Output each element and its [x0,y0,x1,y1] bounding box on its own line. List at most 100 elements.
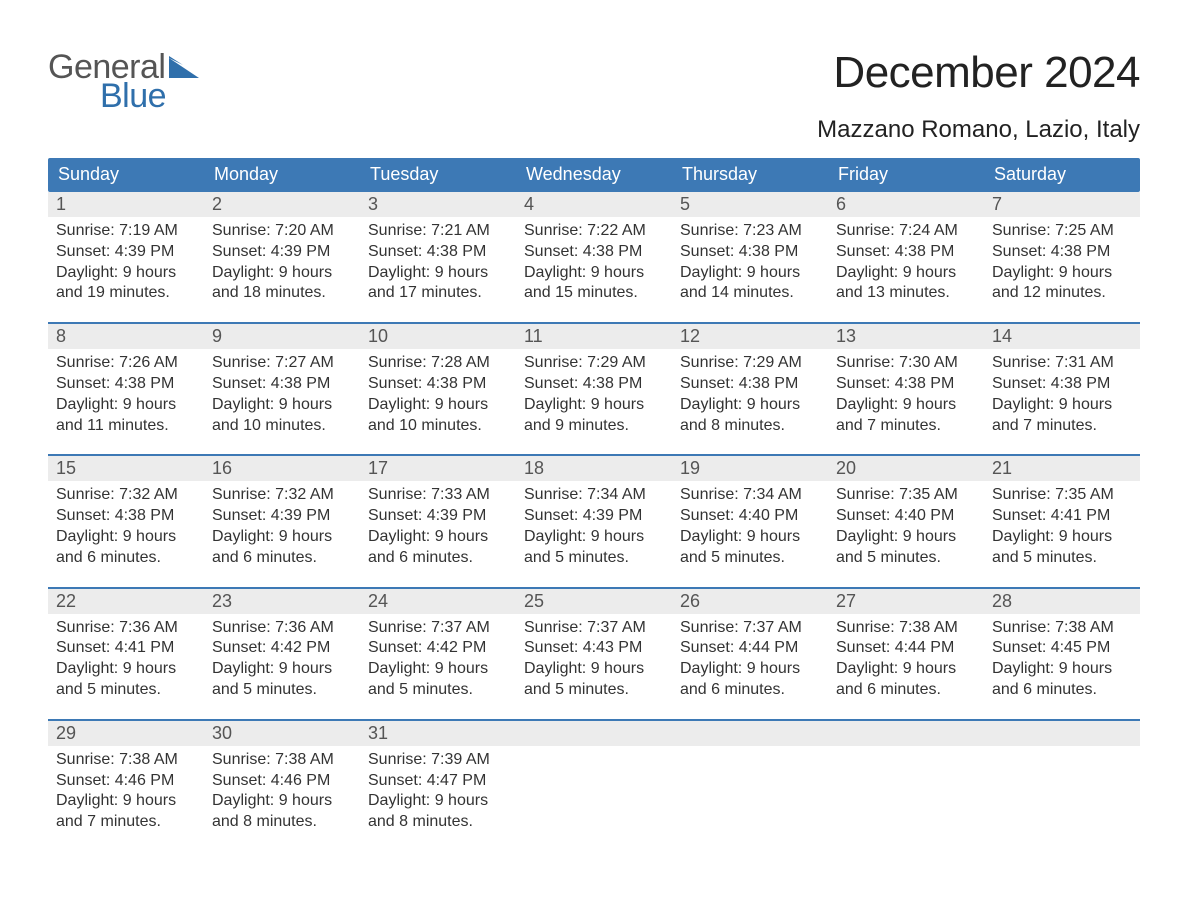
sunset-line-label: Sunset: [212,639,271,656]
daylight-line: Daylight: 9 hours and 5 minutes. [680,527,820,569]
sunset-line: Sunset: 4:44 PM [836,638,976,659]
daylight-line-label: Daylight: [212,264,279,281]
sunrise-line: Sunrise: 7:19 AM [56,221,196,242]
sunrise-line-value: 7:26 AM [119,354,178,371]
sunrise-line-value: 7:38 AM [1055,619,1114,636]
daylight-line: Daylight: 9 hours and 13 minutes. [836,263,976,305]
calendar-day-cell: 9Sunrise: 7:27 AMSunset: 4:38 PMDaylight… [204,324,360,444]
sunset-line-value: 4:38 PM [739,375,799,392]
sunrise-line: Sunrise: 7:39 AM [368,750,508,771]
day-number: 12 [672,324,828,349]
sunset-line: Sunset: 4:38 PM [992,374,1132,395]
daylight-line: Daylight: 9 hours and 6 minutes. [992,659,1132,701]
daylight-line-label: Daylight: [368,264,435,281]
sunrise-line-label: Sunrise: [212,486,275,503]
sunset-line: Sunset: 4:38 PM [524,242,664,263]
day-number: 4 [516,192,672,217]
sunset-line-value: 4:46 PM [115,772,175,789]
sunset-line: Sunset: 4:46 PM [212,771,352,792]
daylight-line-label: Daylight: [56,792,123,809]
daylight-line-label: Daylight: [680,660,747,677]
daylight-line-label: Daylight: [524,528,591,545]
sunrise-line-label: Sunrise: [212,222,275,239]
sunset-line: Sunset: 4:39 PM [56,242,196,263]
calendar-day-cell: 25Sunrise: 7:37 AMSunset: 4:43 PMDayligh… [516,589,672,709]
day-number: 10 [360,324,516,349]
sunrise-line-label: Sunrise: [212,619,275,636]
day-number: 31 [360,721,516,746]
daylight-line: Daylight: 9 hours and 6 minutes. [212,527,352,569]
sunset-line-value: 4:40 PM [739,507,799,524]
day-number [984,721,1140,746]
daylight-line: Daylight: 9 hours and 8 minutes. [368,791,508,833]
sunrise-line-label: Sunrise: [56,751,119,768]
sunset-line-value: 4:39 PM [583,507,643,524]
calendar-day-cell: 15Sunrise: 7:32 AMSunset: 4:38 PMDayligh… [48,456,204,576]
sunset-line: Sunset: 4:42 PM [368,638,508,659]
daylight-line: Daylight: 9 hours and 10 minutes. [368,395,508,437]
sunrise-line-label: Sunrise: [368,354,431,371]
daylight-line-label: Daylight: [368,792,435,809]
calendar-day-cell: 29Sunrise: 7:38 AMSunset: 4:46 PMDayligh… [48,721,204,841]
sunrise-line: Sunrise: 7:26 AM [56,353,196,374]
sunset-line-value: 4:38 PM [115,375,175,392]
sunset-line: Sunset: 4:38 PM [524,374,664,395]
sunrise-line-value: 7:30 AM [899,354,958,371]
day-body: Sunrise: 7:21 AMSunset: 4:38 PMDaylight:… [360,217,516,312]
daylight-line: Daylight: 9 hours and 12 minutes. [992,263,1132,305]
weekday-header-row: SundayMondayTuesdayWednesdayThursdayFrid… [48,158,1140,192]
sunset-line: Sunset: 4:38 PM [212,374,352,395]
sunrise-line: Sunrise: 7:38 AM [836,618,976,639]
month-title: December 2024 [817,48,1140,98]
day-body: Sunrise: 7:20 AMSunset: 4:39 PMDaylight:… [204,217,360,312]
sunrise-line-value: 7:21 AM [431,222,490,239]
sunset-line-value: 4:44 PM [895,639,955,656]
sunrise-line-label: Sunrise: [368,751,431,768]
daylight-line: Daylight: 9 hours and 18 minutes. [212,263,352,305]
calendar-day-cell: 14Sunrise: 7:31 AMSunset: 4:38 PMDayligh… [984,324,1140,444]
sunset-line-label: Sunset: [56,507,115,524]
sunrise-line-value: 7:32 AM [119,486,178,503]
sunrise-line-value: 7:29 AM [587,354,646,371]
day-body: Sunrise: 7:19 AMSunset: 4:39 PMDaylight:… [48,217,204,312]
daylight-line-label: Daylight: [680,396,747,413]
daylight-line-label: Daylight: [56,528,123,545]
sunset-line: Sunset: 4:44 PM [680,638,820,659]
calendar-day-cell: 20Sunrise: 7:35 AMSunset: 4:40 PMDayligh… [828,456,984,576]
sunset-line-value: 4:42 PM [271,639,331,656]
sunset-line-label: Sunset: [56,243,115,260]
sunrise-line-value: 7:38 AM [275,751,334,768]
sunset-line-value: 4:38 PM [115,507,175,524]
logo-text-blue: Blue [100,77,199,116]
day-number: 6 [828,192,984,217]
sunrise-line: Sunrise: 7:29 AM [680,353,820,374]
sunrise-line-label: Sunrise: [992,486,1055,503]
sunrise-line-value: 7:37 AM [743,619,802,636]
sunrise-line-value: 7:34 AM [743,486,802,503]
calendar-day-cell: 6Sunrise: 7:24 AMSunset: 4:38 PMDaylight… [828,192,984,312]
sunrise-line: Sunrise: 7:33 AM [368,485,508,506]
sunset-line-value: 4:41 PM [115,639,175,656]
day-body: Sunrise: 7:29 AMSunset: 4:38 PM Daylight:… [672,349,828,444]
sunrise-line-label: Sunrise: [212,354,275,371]
sunrise-line: Sunrise: 7:36 AM [212,618,352,639]
sunset-line-label: Sunset: [680,375,739,392]
sunrise-line-label: Sunrise: [368,619,431,636]
sunrise-line-label: Sunrise: [368,486,431,503]
day-body: Sunrise: 7:38 AMSunset: 4:46 PMDaylight:… [204,746,360,841]
sunset-line: Sunset: 4:47 PM [368,771,508,792]
sunrise-line: Sunrise: 7:29 AM [524,353,664,374]
day-number [672,721,828,746]
sunrise-line: Sunrise: 7:37 AM [680,618,820,639]
day-body: Sunrise: 7:35 AMSunset: 4:40 PMDaylight:… [828,481,984,576]
sunset-line-value: 4:40 PM [895,507,955,524]
calendar-week-row: 29 Sunrise: 7:38 AM Sunset: 4:46 PM Dayligh… [48,719,1140,841]
sunrise-line: Sunrise: 7:22 AM [524,221,664,242]
day-number [828,721,984,746]
daylight-line-label: Daylight: [836,396,903,413]
daylight-line: Daylight: 9 hours and 11 minutes. [56,395,196,437]
day-number: 29 [48,721,204,746]
daylight-line: Daylight: 9 hours and 7 minutes. [836,395,976,437]
sunrise-line: Sunrise: 7:28 AM [368,353,508,374]
sunrise-line-value: 7:33 AM [431,486,490,503]
